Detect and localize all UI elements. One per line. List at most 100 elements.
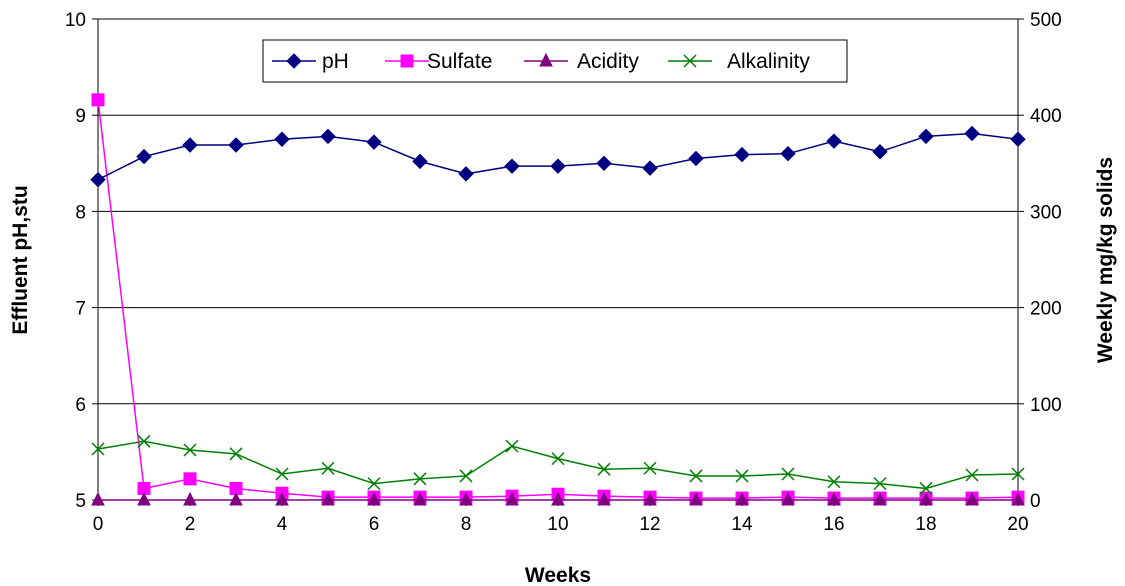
data-point-ph	[1010, 131, 1026, 147]
series-acidity	[91, 491, 1025, 506]
x-tick-label: 0	[93, 514, 104, 535]
y-left-tick-label: 6	[75, 395, 86, 416]
data-point-acidity	[505, 491, 519, 506]
y-right-tick-label: 400	[1030, 106, 1062, 127]
data-point-acidity	[643, 491, 657, 506]
legend-marker-alkalinity	[683, 54, 697, 68]
data-point-alkalinity	[367, 477, 381, 491]
data-point-acidity	[91, 491, 105, 506]
data-point-ph	[734, 146, 750, 163]
data-point-alkalinity	[781, 467, 795, 481]
data-point-acidity	[735, 491, 749, 506]
x-tick-label: 20	[1007, 514, 1028, 535]
data-point-alkalinity	[229, 447, 243, 461]
data-point-ph	[90, 171, 106, 188]
data-point-alkalinity	[459, 469, 473, 483]
x-axis-title: Weeks	[525, 564, 591, 586]
data-point-acidity	[827, 491, 841, 506]
y-right-tick-label: 300	[1030, 202, 1062, 223]
data-point-acidity	[1011, 491, 1025, 506]
legend-label-alkalinity: Alkalinity	[727, 50, 810, 73]
x-tick-label: 14	[731, 514, 753, 535]
data-point-sulfate	[183, 472, 197, 486]
legend-label-ph: pH	[322, 50, 349, 73]
legend-marker-ph	[286, 53, 302, 69]
data-point-ph	[688, 150, 704, 167]
legend-marker-sulfate	[400, 54, 414, 68]
x-tick-label: 16	[823, 514, 844, 535]
data-point-acidity	[321, 491, 335, 506]
x-tick-label: 18	[915, 514, 936, 535]
y-axis-left-title: Effluent pH,stu	[9, 185, 32, 334]
data-point-alkalinity	[873, 477, 887, 491]
legend-item-ph: pH	[272, 50, 349, 73]
y-left-tick-label: 8	[75, 202, 86, 223]
data-point-acidity	[413, 491, 427, 506]
data-point-ph	[550, 158, 566, 174]
data-point-alkalinity	[919, 481, 933, 495]
legend-item-alkalinity: Alkalinity	[668, 50, 810, 73]
data-point-alkalinity	[827, 475, 841, 489]
data-point-alkalinity	[91, 442, 105, 456]
data-point-acidity	[137, 491, 151, 506]
data-point-alkalinity	[505, 439, 519, 453]
data-point-ph	[780, 145, 796, 162]
data-point-acidity	[275, 491, 289, 506]
data-point-alkalinity	[735, 469, 749, 483]
data-point-ph	[228, 137, 244, 153]
data-point-ph	[826, 133, 842, 149]
data-point-ph	[182, 137, 198, 153]
legend-marker-acidity	[539, 52, 553, 67]
data-point-ph	[320, 128, 336, 145]
data-point-alkalinity	[275, 467, 289, 481]
data-point-ph	[458, 166, 474, 182]
y-left-tick-label: 10	[65, 10, 86, 31]
data-point-ph	[136, 148, 152, 165]
y-left-tick-label: 5	[75, 491, 86, 512]
legend-label-sulfate: Sulfate	[427, 50, 492, 73]
x-tick-label: 2	[185, 514, 196, 535]
data-point-sulfate	[91, 93, 105, 107]
data-point-acidity	[919, 491, 933, 506]
data-point-alkalinity	[413, 472, 427, 486]
data-point-ph	[412, 153, 428, 170]
legend: pH Sulfate Acidity Alkalinity	[262, 39, 848, 83]
y-axis-right-title: Weekly mg/kg solids	[1094, 157, 1117, 363]
data-point-acidity	[597, 491, 611, 506]
series-ph	[90, 125, 1026, 188]
y-right-tick-label: 0	[1030, 491, 1041, 512]
data-point-alkalinity	[551, 452, 565, 466]
data-point-ph	[642, 160, 658, 176]
data-point-alkalinity	[643, 461, 657, 475]
data-point-acidity	[873, 491, 887, 506]
x-tick-label: 8	[461, 514, 472, 535]
data-point-alkalinity	[965, 468, 979, 482]
data-point-alkalinity	[597, 462, 611, 476]
x-tick-label: 12	[639, 514, 660, 535]
legend-label-acidity: Acidity	[577, 50, 639, 73]
data-point-alkalinity	[137, 434, 151, 448]
data-point-acidity	[367, 491, 381, 506]
y-left-tick-label: 9	[75, 106, 86, 127]
y-right-tick-label: 100	[1030, 395, 1062, 416]
data-point-ph	[918, 128, 934, 145]
data-point-alkalinity	[321, 461, 335, 475]
y-right-tick-label: 500	[1030, 10, 1062, 31]
data-point-acidity	[781, 491, 795, 506]
x-tick-label: 6	[369, 514, 380, 535]
y-left-tick-label: 7	[75, 299, 86, 320]
legend-items: pH Sulfate Acidity Alkalinity	[272, 50, 810, 73]
data-point-ph	[274, 131, 290, 147]
data-point-alkalinity	[183, 443, 197, 457]
x-tick-label: 4	[277, 514, 288, 535]
data-point-ph	[964, 125, 980, 142]
data-point-acidity	[689, 491, 703, 506]
legend-item-sulfate: Sulfate	[385, 50, 492, 73]
data-point-ph	[366, 134, 382, 150]
data-point-ph	[596, 155, 612, 172]
legend-item-acidity: Acidity	[524, 50, 639, 73]
y-right-tick-label: 200	[1030, 299, 1062, 320]
data-point-acidity	[183, 491, 197, 506]
series-alkalinity	[91, 434, 1025, 495]
